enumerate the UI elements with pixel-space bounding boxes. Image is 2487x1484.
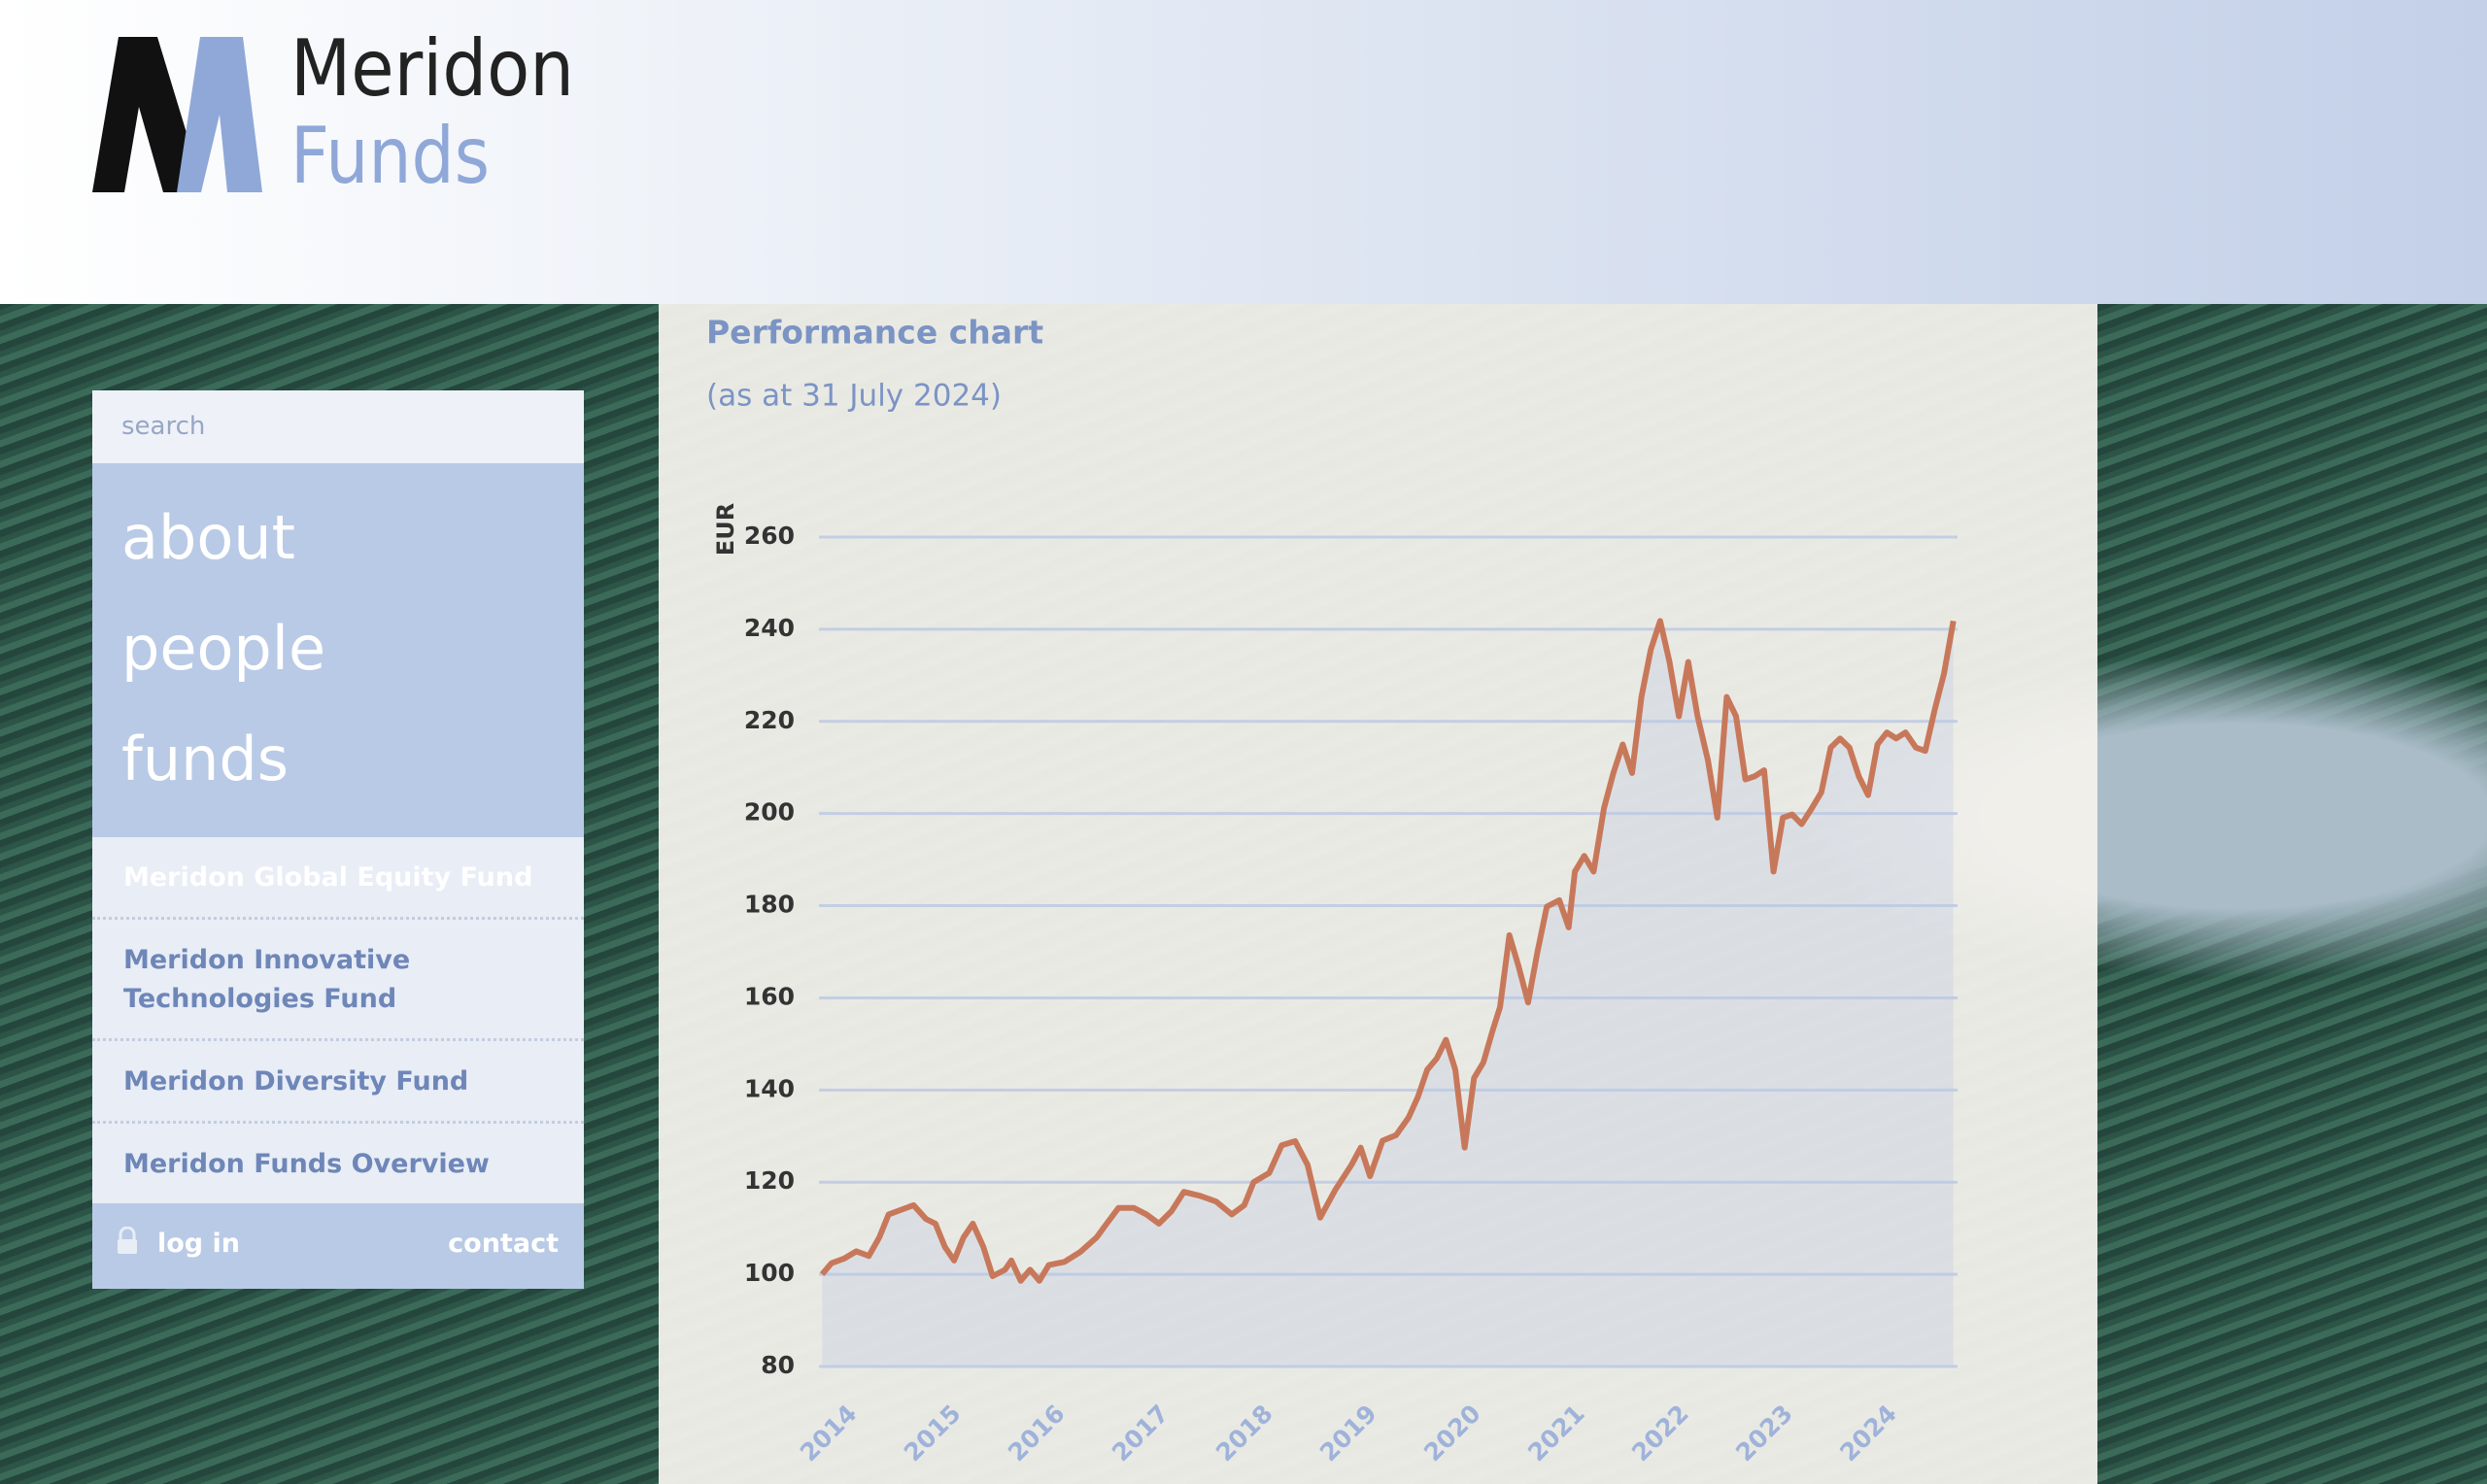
y-tick-label: 200	[744, 798, 795, 826]
main-nav: about people funds	[92, 463, 584, 837]
x-tick-label: 2018	[1210, 1400, 1278, 1467]
chart: Performance chart (as at 31 July 2024) E…	[706, 314, 1958, 1467]
chart-title: Performance chart	[706, 314, 1043, 352]
data-line	[819, 618, 1957, 1284]
area-fill	[822, 621, 1954, 1366]
x-tick-label: 2015	[899, 1400, 967, 1467]
sidebar-footer: log in contact	[92, 1203, 584, 1289]
fund-link[interactable]: Meridon Global Equity Fund	[92, 837, 584, 920]
lock-icon	[118, 1227, 137, 1254]
login-link[interactable]: log in	[157, 1229, 241, 1259]
x-tick-label: 2019	[1314, 1400, 1382, 1467]
x-tick-label: 2017	[1107, 1400, 1175, 1467]
fund-link[interactable]: Meridon Diversity Fund	[92, 1041, 584, 1124]
search-box[interactable]: search	[92, 390, 584, 463]
x-tick-label: 2014	[795, 1400, 863, 1467]
y-tick-label: 240	[744, 614, 795, 642]
fund-link[interactable]: Meridon Funds Overview	[123, 1149, 490, 1179]
sidebar: search about people funds Meridon Global…	[92, 390, 584, 1289]
y-tick-label: 220	[744, 706, 795, 734]
fund-links: Meridon Global Equity Fund Meridon Innov…	[92, 837, 584, 1203]
y-tick-label: 160	[744, 982, 795, 1010]
x-tick-label: 2022	[1626, 1400, 1694, 1467]
y-tick-label: 120	[744, 1166, 795, 1195]
y-tick-label: 100	[744, 1259, 795, 1287]
nav-link[interactable]: funds	[121, 724, 290, 794]
chart-panel: Performance chart (as at 31 July 2024) E…	[659, 304, 2097, 1484]
y-axis-label: EUR	[712, 503, 739, 556]
nav-link[interactable]: about	[121, 502, 295, 573]
y-tick-label: 140	[744, 1074, 795, 1102]
y-tick-label: 260	[744, 522, 795, 550]
x-tick-label: 2023	[1730, 1400, 1798, 1467]
fund-link[interactable]: Meridon Innovative Technologies Fund	[92, 920, 584, 1041]
header: Meridon Funds	[0, 0, 2487, 304]
logo-top: Meridon	[290, 23, 574, 114]
chart-subtitle: (as at 31 July 2024)	[706, 379, 1002, 414]
x-tick-label: 2016	[1003, 1400, 1071, 1467]
y-tick-label: 180	[744, 891, 795, 919]
nav-link[interactable]: people	[121, 613, 326, 684]
x-tick-label: 2020	[1418, 1400, 1486, 1467]
y-tick-label: 80	[761, 1351, 795, 1379]
contact-link[interactable]: contact	[448, 1229, 559, 1259]
logo[interactable]: Meridon Funds	[0, 0, 602, 233]
logo-bottom: Funds	[290, 111, 490, 201]
x-tick-label: 2021	[1522, 1400, 1590, 1467]
x-tick-label: 2024	[1834, 1400, 1902, 1467]
